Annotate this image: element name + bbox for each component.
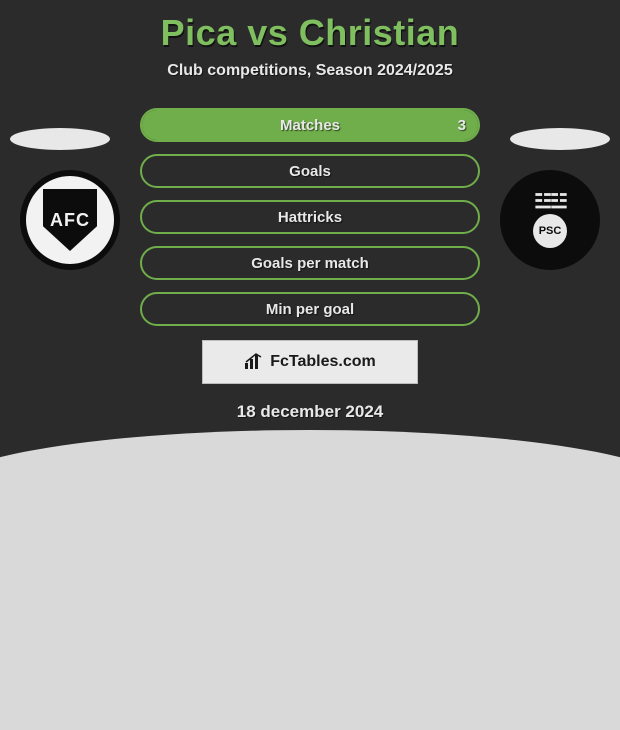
stat-row: Goals per match bbox=[140, 246, 480, 280]
team-left-shadow bbox=[10, 128, 110, 150]
stats-container: Matches 3 Goals Hattricks Goals per match Min… bbox=[140, 108, 480, 326]
stat-row: Matches 3 bbox=[140, 108, 480, 142]
stat-row: Hattricks bbox=[140, 200, 480, 234]
stat-label: Goals per match bbox=[251, 255, 369, 272]
team-right-crest-text: PSC bbox=[539, 225, 562, 237]
stat-label: Goals bbox=[289, 163, 331, 180]
bar-chart-icon bbox=[244, 353, 264, 371]
team-right-crest: ☳☳ PSC bbox=[500, 170, 600, 270]
brand-box: FcTables.com bbox=[202, 340, 418, 384]
team-left-crest-text: AFC bbox=[50, 210, 90, 231]
stat-row: Min per goal bbox=[140, 292, 480, 326]
stat-row: Goals bbox=[140, 154, 480, 188]
card-curve-mask bbox=[0, 430, 620, 730]
stat-right-value: 3 bbox=[458, 117, 466, 134]
eagle-icon: ☳☳ bbox=[534, 192, 566, 212]
stat-label: Matches bbox=[280, 117, 340, 134]
page-subtitle: Club competitions, Season 2024/2025 bbox=[0, 62, 620, 80]
stat-label: Min per goal bbox=[266, 301, 354, 318]
team-right-shadow bbox=[510, 128, 610, 150]
brand-name: FcTables.com bbox=[270, 353, 376, 371]
stat-label: Hattricks bbox=[278, 209, 342, 226]
team-right-crest-ball: PSC bbox=[533, 214, 567, 248]
page-title: Pica vs Christian bbox=[0, 12, 620, 54]
team-left-crest: AFC bbox=[20, 170, 120, 270]
date-text: 18 december 2024 bbox=[0, 402, 620, 422]
team-left-crest-shield: AFC bbox=[43, 189, 97, 251]
